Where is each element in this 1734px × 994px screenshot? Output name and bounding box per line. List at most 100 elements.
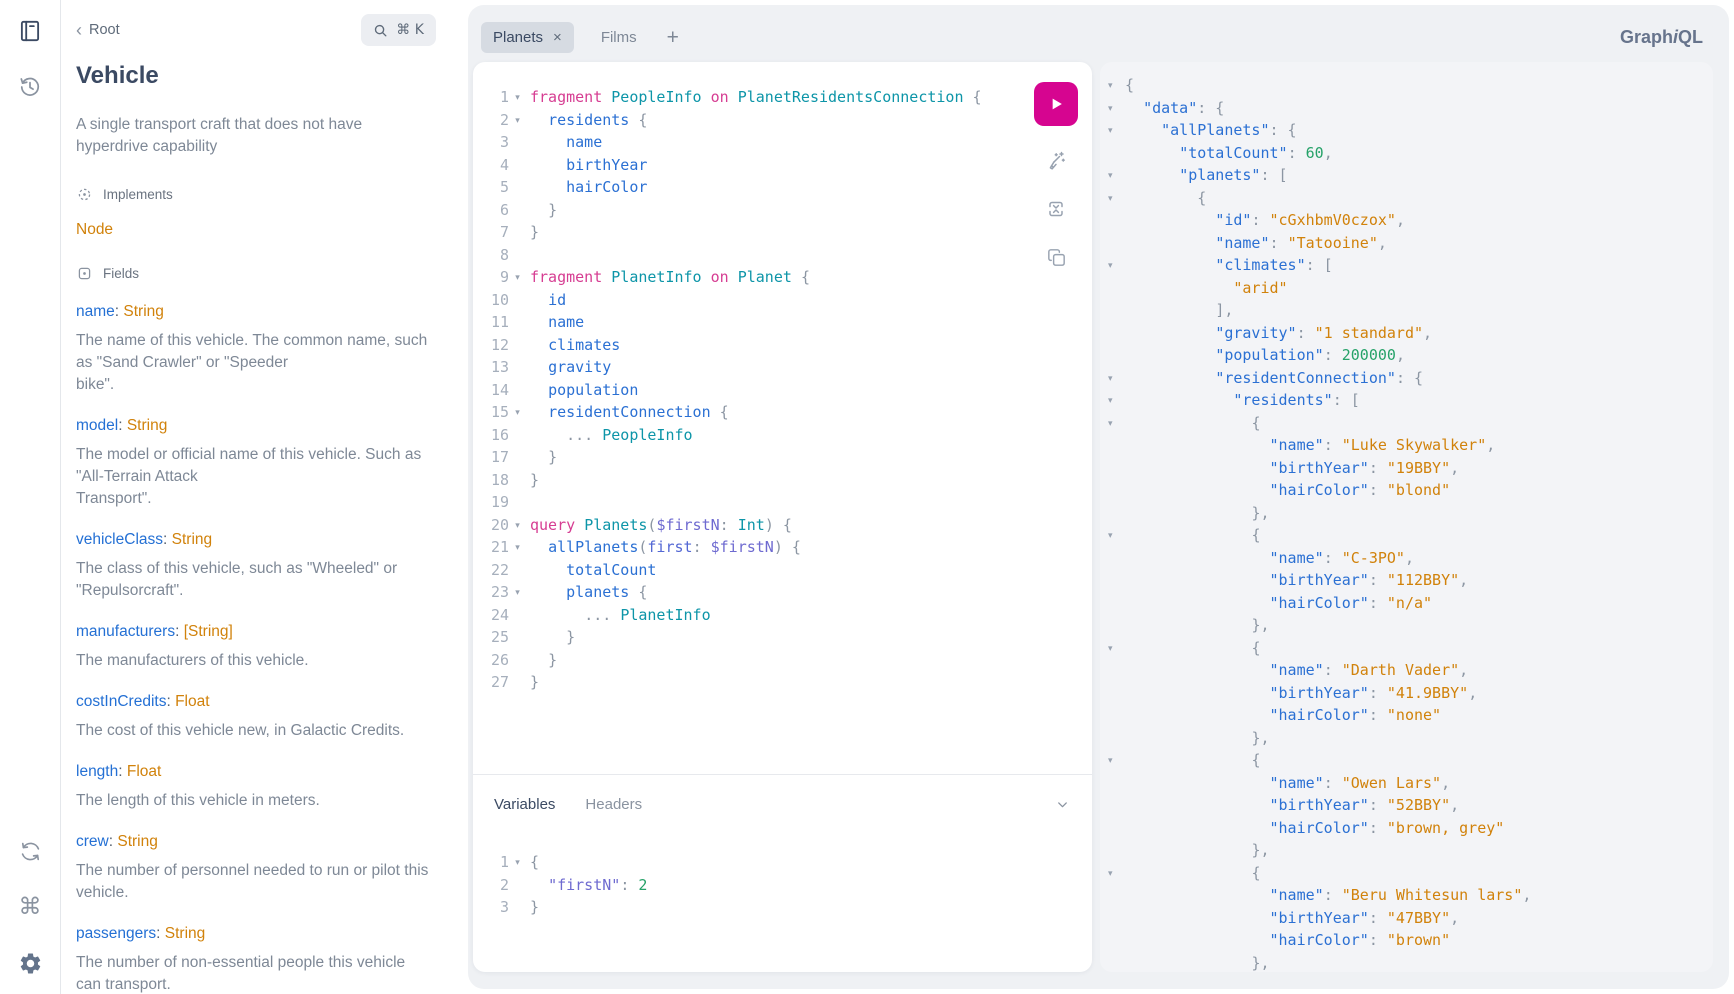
field-type-link[interactable]: Float: [175, 693, 210, 710]
field-name-link[interactable]: name: [76, 303, 115, 320]
collapse-section-button[interactable]: [1055, 797, 1070, 812]
token-key: "planets": [1179, 166, 1261, 184]
token-ws: [1125, 909, 1270, 927]
fold-toggle-icon[interactable]: ▾: [515, 588, 520, 598]
docs-button[interactable]: [15, 16, 45, 46]
fold-toggle-icon[interactable]: ▾: [1108, 373, 1113, 384]
token-ws: [530, 358, 548, 376]
field-type-link[interactable]: String: [123, 303, 164, 320]
line-number: 7: [499, 223, 509, 241]
fold-toggle-icon[interactable]: ▾: [1108, 126, 1113, 136]
fold-gutter: [509, 491, 526, 514]
fold-gutter: [1105, 277, 1121, 300]
token-pun: ,: [1450, 458, 1460, 477]
token-pun: ,: [1459, 571, 1469, 589]
query-code-line: 25 }: [473, 626, 1092, 649]
token-key: "id": [1215, 211, 1252, 229]
fold-toggle-icon[interactable]: ▾: [1108, 756, 1113, 766]
history-button[interactable]: [15, 72, 45, 102]
token-ws: [1125, 774, 1270, 792]
fold-toggle-icon[interactable]: ▾: [1108, 868, 1113, 879]
code-text: }: [526, 896, 539, 919]
token-pun: (: [638, 538, 648, 556]
line-number: 25: [490, 628, 509, 646]
token-ws: [530, 381, 548, 399]
field-name-link[interactable]: model: [76, 417, 119, 434]
fold-toggle-icon[interactable]: ▾: [1108, 103, 1113, 114]
copy-query-button[interactable]: [1043, 244, 1069, 270]
field-type-link[interactable]: [String]: [183, 623, 233, 640]
token-pun: :: [1368, 571, 1387, 589]
keyboard-shortcuts-button[interactable]: ⌘: [15, 892, 45, 922]
query-code-line: 3 name: [473, 131, 1092, 154]
implements-type-link[interactable]: Node: [76, 221, 114, 238]
tab-films[interactable]: Films: [600, 28, 637, 46]
fold-toggle-icon[interactable]: ▾: [1108, 531, 1113, 541]
add-tab-button[interactable]: +: [666, 25, 679, 49]
token-pun: ,: [1404, 548, 1414, 567]
response-code-line: },: [1105, 502, 1705, 525]
merge-button[interactable]: [1043, 196, 1069, 222]
line-number: 12: [490, 335, 509, 354]
variables-editor[interactable]: 1 ▾{2 "firstN": 2 3}: [473, 851, 1092, 919]
response-code-line: ▾ "climates": [: [1105, 254, 1705, 277]
response-code-line: "arid": [1105, 277, 1705, 300]
fold-gutter: [1105, 727, 1121, 750]
breadcrumb[interactable]: ‹ Root: [76, 21, 120, 39]
fold-toggle-icon[interactable]: ▾: [515, 115, 520, 126]
field-description: The number of non-essential people this …: [76, 954, 406, 993]
fold-toggle-icon[interactable]: ▾: [1108, 171, 1113, 181]
fold-toggle-icon[interactable]: ▾: [515, 520, 520, 531]
field-name-link[interactable]: length: [76, 763, 119, 780]
line-number: 3: [499, 133, 509, 151]
line-number: 4: [499, 155, 509, 174]
close-tab-icon[interactable]: ×: [553, 28, 562, 46]
field-name-link[interactable]: passengers: [76, 925, 157, 942]
field-type-link[interactable]: String: [171, 531, 213, 548]
fold-toggle-icon[interactable]: ▾: [515, 408, 520, 418]
token-ws: [1125, 526, 1251, 544]
fold-toggle-icon[interactable]: ▾: [1108, 81, 1113, 91]
response-code-line: ],: [1105, 299, 1705, 322]
fold-toggle-icon[interactable]: ▾: [1108, 643, 1113, 654]
response-code-line: "name": "Beru Whitesun lars",: [1105, 884, 1705, 907]
token-pun: :: [1323, 773, 1342, 792]
doc-search-button[interactable]: ⌘ K: [361, 14, 436, 46]
field-type-link[interactable]: String: [117, 833, 158, 850]
field-type-link[interactable]: Float: [126, 763, 162, 780]
field-type-link[interactable]: String: [126, 417, 168, 434]
execute-button[interactable]: [1034, 82, 1078, 126]
fold-toggle-icon[interactable]: ▾: [1108, 193, 1113, 204]
field-name-link[interactable]: vehicleClass: [76, 531, 164, 548]
settings-button[interactable]: [15, 948, 45, 978]
fold-toggle-icon[interactable]: ▾: [1108, 396, 1113, 406]
refetch-schema-button[interactable]: [15, 836, 45, 866]
field-name-link[interactable]: manufacturers: [76, 623, 176, 640]
fold-gutter: [1105, 479, 1121, 502]
field-description: The name of this vehicle. The common nam…: [76, 332, 428, 393]
field-type-link[interactable]: String: [164, 925, 206, 942]
fold-toggle-icon[interactable]: ▾: [515, 858, 520, 868]
fold-toggle-icon[interactable]: ▾: [515, 273, 520, 283]
token-ws: [702, 538, 711, 556]
field-description: The model or official name of this vehic…: [76, 446, 422, 507]
fold-toggle-icon[interactable]: ▾: [515, 93, 520, 103]
tab-variables[interactable]: Variables: [494, 796, 556, 813]
fold-toggle-icon[interactable]: ▾: [1108, 261, 1113, 271]
field-name-link[interactable]: crew: [76, 833, 109, 850]
token-key: "hairColor": [1269, 481, 1369, 499]
editor-card: 1 ▾ fragment PeopleInfo on PlanetResidents…: [473, 62, 1092, 972]
line-number: 16: [490, 425, 509, 444]
tab-headers[interactable]: Headers: [585, 796, 643, 813]
response-code-line: "hairColor": "blond": [1105, 479, 1705, 502]
fold-toggle-icon[interactable]: ▾: [515, 543, 520, 553]
code-text: }: [526, 446, 557, 469]
query-editor[interactable]: 1 ▾ fragment PeopleInfo on PlanetResidents…: [473, 62, 1092, 774]
fields-list: name: String The name of this vehicle. Th…: [76, 303, 436, 994]
query-code-line: 23 ▾ planets {: [473, 581, 1092, 604]
fold-toggle-icon[interactable]: ▾: [1108, 418, 1113, 429]
token-kw: on: [710, 88, 729, 106]
field-name-link[interactable]: costInCredits: [76, 693, 167, 710]
tab-planets[interactable]: Planets ×: [481, 21, 574, 53]
prettify-button[interactable]: [1043, 148, 1069, 174]
